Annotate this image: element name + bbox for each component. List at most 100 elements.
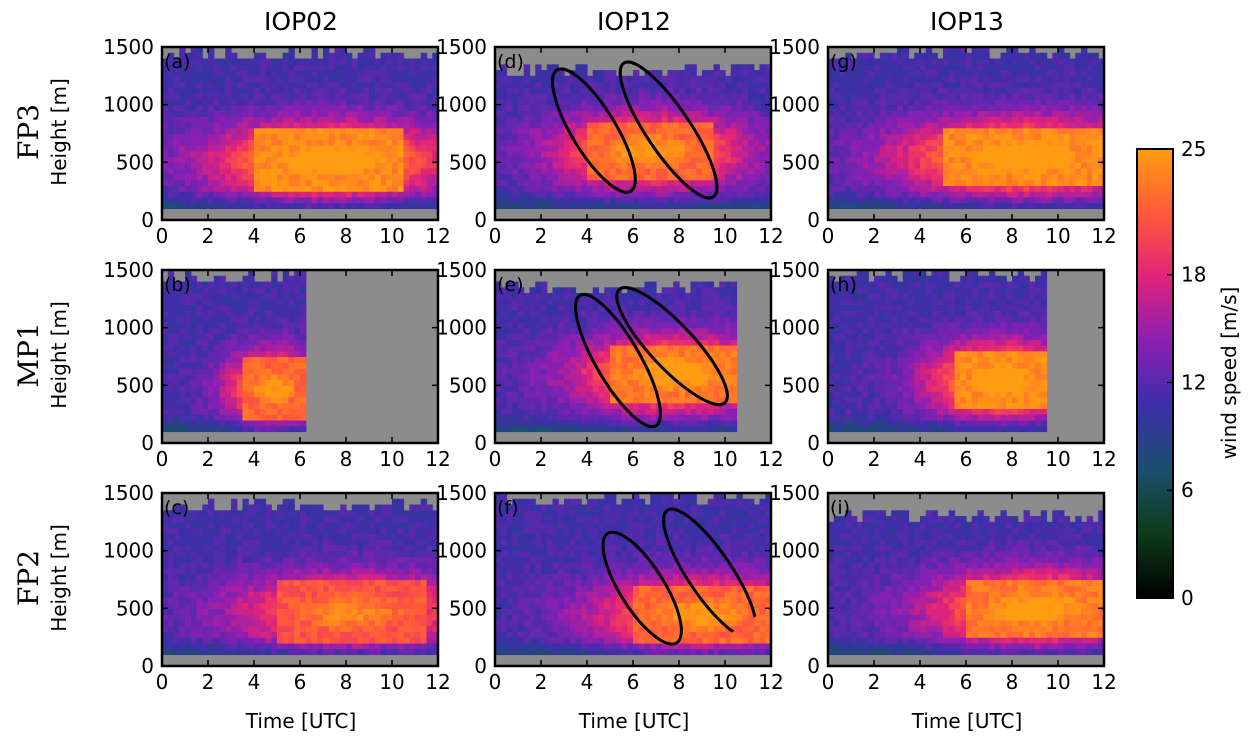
heatmap-cell <box>546 368 554 375</box>
heatmap-cell <box>236 510 244 517</box>
heatmap-cell <box>242 104 249 112</box>
heatmap-cell <box>403 116 410 123</box>
heatmap-cell <box>208 498 215 506</box>
heatmap-cell <box>323 168 330 175</box>
heatmap-cell <box>374 591 382 598</box>
heatmap-cell <box>535 133 542 140</box>
heatmap-cell <box>340 619 347 627</box>
heatmap-cell <box>242 287 249 294</box>
heatmap-cell <box>569 287 577 294</box>
heatmap-cell <box>403 527 410 534</box>
heatmap-cell <box>696 87 703 94</box>
heatmap-cell <box>288 608 295 615</box>
heatmap-cell <box>523 362 531 369</box>
heatmap-cell <box>254 173 261 181</box>
heatmap-cell <box>357 608 364 615</box>
heatmap-cell <box>340 521 347 529</box>
heatmap-cell <box>397 648 405 656</box>
heatmap-cell <box>323 64 330 71</box>
heatmap-cell <box>374 162 382 169</box>
heatmap-cell <box>167 368 175 375</box>
heatmap-cell <box>558 425 565 433</box>
heatmap-cell <box>242 539 249 546</box>
heatmap-cell <box>231 391 238 398</box>
heatmap-cell <box>334 168 341 175</box>
heatmap-cell <box>282 298 290 306</box>
heatmap-cell <box>231 127 238 135</box>
heatmap-cell <box>277 504 284 511</box>
heatmap-cell <box>242 93 249 100</box>
heatmap-cell <box>277 396 284 404</box>
heatmap-cell <box>242 173 249 181</box>
heatmap-cell <box>179 202 186 210</box>
heatmap-cell <box>621 162 628 169</box>
heatmap-cell <box>328 619 336 627</box>
heatmap-cell <box>374 516 382 523</box>
heatmap-cell <box>179 191 186 198</box>
heatmap-cell <box>248 402 255 409</box>
heatmap-cell <box>305 533 313 540</box>
heatmap-cell <box>208 321 215 329</box>
heatmap-cell <box>546 93 554 100</box>
heatmap-cell <box>328 550 336 558</box>
heatmap-cell <box>512 87 519 94</box>
heatmap-cell <box>317 550 324 558</box>
heatmap-cell <box>535 333 542 340</box>
heatmap-cell <box>569 356 577 363</box>
heatmap-cell <box>707 110 715 117</box>
heatmap-cell <box>231 281 238 288</box>
heatmap-cell <box>397 602 405 609</box>
heatmap-cell <box>552 168 559 175</box>
heatmap-cell <box>386 202 393 210</box>
heatmap-cell <box>271 408 278 415</box>
heatmap-cell <box>386 64 393 71</box>
heatmap-cell <box>346 64 353 71</box>
heatmap-cell <box>713 121 720 129</box>
heatmap-cell <box>277 368 284 375</box>
heatmap-cell <box>748 70 755 77</box>
heatmap-cell <box>248 625 255 632</box>
heatmap-cell <box>679 150 686 158</box>
heatmap-cell <box>397 550 405 558</box>
heatmap-cell <box>409 648 416 656</box>
heatmap-cell <box>265 391 272 398</box>
heatmap-cell <box>167 133 175 140</box>
heatmap-cell <box>259 133 267 140</box>
heatmap-cell <box>518 356 525 363</box>
heatmap-cell <box>277 619 284 627</box>
heatmap-cell <box>535 356 542 363</box>
heatmap-cell <box>546 425 554 433</box>
heatmap-cell <box>248 75 255 83</box>
heatmap-cell <box>254 637 261 644</box>
heatmap-cell <box>420 614 428 621</box>
heatmap-cell <box>196 98 203 106</box>
heatmap-cell <box>725 121 732 129</box>
heatmap-cell <box>208 202 215 210</box>
heatmap-cell <box>523 379 531 386</box>
heatmap-cell <box>334 579 341 586</box>
heatmap-cell <box>259 110 267 117</box>
heatmap-cell <box>386 625 393 632</box>
heatmap-cell <box>213 333 221 340</box>
heatmap-cell <box>546 168 554 175</box>
heatmap-cell <box>311 573 318 581</box>
heatmap-cell <box>403 196 410 204</box>
heatmap-cell <box>426 64 433 71</box>
heatmap-cell <box>500 121 508 129</box>
heatmap-cell <box>305 139 313 146</box>
heatmap-cell <box>190 310 198 317</box>
heatmap-cell <box>288 179 295 186</box>
heatmap-cell <box>190 150 198 158</box>
heatmap-cell <box>506 425 513 433</box>
heatmap-cell <box>236 631 244 638</box>
heatmap-cell <box>506 304 513 311</box>
heatmap-cell <box>173 414 180 421</box>
heatmap-cell <box>196 58 203 65</box>
heatmap-cell <box>380 150 387 158</box>
heatmap-cell <box>248 293 255 300</box>
heatmap-cell <box>225 339 232 346</box>
heatmap-cell <box>656 185 663 192</box>
heatmap-cell <box>546 293 554 300</box>
heatmap-cell <box>236 585 244 592</box>
heatmap-cell <box>558 298 565 306</box>
